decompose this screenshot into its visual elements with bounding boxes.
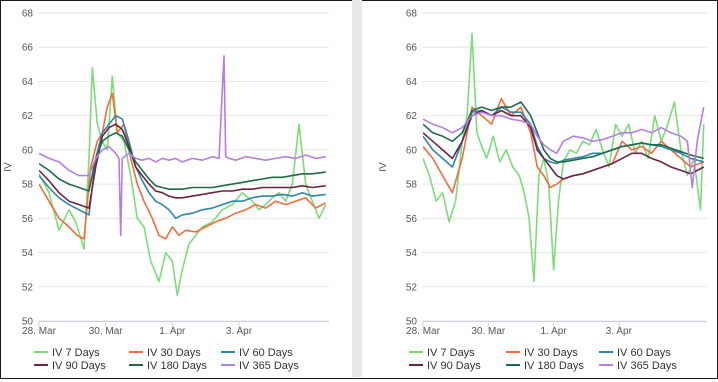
y-tick-label: 50 [406, 317, 418, 328]
x-tick-label: 30. Mar [471, 326, 506, 337]
x-tick-label: 28. Mar [22, 326, 57, 337]
y-tick-label: 58 [22, 180, 34, 191]
legend-label: IV 365 Days [239, 360, 299, 372]
legend-item[interactable]: IV 7 Days [409, 347, 475, 359]
series-line-iv-30-days[interactable] [423, 97, 704, 194]
legend-label: IV 30 Days [147, 347, 201, 359]
legend-label: IV 60 Days [239, 347, 293, 359]
legend-label: IV 7 Days [52, 347, 100, 359]
legend-item[interactable]: IV 180 Days [129, 360, 207, 372]
line-chart: 50 52 54 56 58 60 62 64 66 68 28. Mar 30. Mar 1. Apr… [3, 9, 329, 372]
legend-label: IV 30 Days [524, 347, 578, 359]
legend-item[interactable]: IV 30 Days [506, 347, 578, 359]
legend-label: IV 365 Days [617, 360, 677, 372]
y-tick-label: 64 [22, 77, 34, 88]
y-tick-label: 62 [22, 111, 34, 122]
y-tick-label: 62 [406, 111, 418, 122]
y-tick-label: 58 [406, 180, 418, 191]
y-axis-title: IV [3, 162, 14, 172]
series-line-iv-30-days[interactable] [39, 92, 327, 240]
x-tick-label: 3. Apr [226, 326, 253, 337]
y-tick-label: 64 [406, 77, 418, 88]
legend-item[interactable]: IV 60 Days [221, 347, 293, 359]
line-chart: 50 52 54 56 58 60 62 64 66 68 28. Mar 30. Mar 1. Apr… [378, 9, 707, 372]
series-line-iv-7-days[interactable] [39, 67, 327, 297]
legend-item[interactable]: IV 365 Days [221, 360, 299, 372]
legend-item[interactable]: IV 180 Days [506, 360, 584, 372]
series-line-iv-180-days[interactable] [423, 101, 704, 163]
x-tick-label: 1. Apr [541, 326, 568, 337]
series-line-iv-365-days[interactable] [423, 106, 705, 189]
y-tick-label: 66 [406, 43, 418, 54]
panel-divider [352, 0, 362, 377]
y-tick-label: 56 [406, 214, 418, 225]
y-tick-label: 52 [22, 282, 34, 293]
y-tick-label: 60 [406, 145, 418, 156]
y-tick-label: 68 [406, 9, 418, 20]
y-tick-label: 56 [22, 214, 34, 225]
x-tick-label: 28. Mar [406, 326, 441, 337]
chart-panel-right: 50 52 54 56 58 60 62 64 66 68 28. Mar 30. Mar 1. Apr… [362, 1, 716, 377]
legend-item[interactable]: IV 365 Days [599, 360, 677, 372]
legend-label: IV 90 Days [52, 360, 106, 372]
chart-panel-left: 50 52 54 56 58 60 62 64 66 68 28. Mar 30. Mar 1. Apr… [1, 1, 352, 377]
y-axis-title: IV [378, 162, 389, 172]
legend-item[interactable]: IV 90 Days [409, 360, 481, 372]
series-line-iv-365-days[interactable] [39, 55, 326, 237]
legend-item[interactable]: IV 90 Days [34, 360, 106, 372]
y-tick-label: 52 [406, 282, 418, 293]
series-line-iv-180-days[interactable] [39, 132, 326, 192]
legend-item[interactable]: IV 7 Days [34, 347, 100, 359]
y-tick-label: 50 [22, 317, 34, 328]
x-tick-label: 30. Mar [89, 326, 124, 337]
y-tick-label: 54 [22, 248, 34, 259]
legend-item[interactable]: IV 30 Days [129, 347, 201, 359]
legend-label: IV 180 Days [524, 360, 584, 372]
x-tick-label: 1. Apr [159, 326, 186, 337]
y-tick-label: 66 [22, 43, 34, 54]
y-tick-label: 68 [22, 9, 34, 20]
legend-label: IV 90 Days [427, 360, 481, 372]
y-tick-label: 60 [22, 145, 34, 156]
legend-label: IV 60 Days [617, 347, 671, 359]
legend-label: IV 7 Days [427, 347, 475, 359]
legend-label: IV 180 Days [147, 360, 207, 372]
series-line-iv-90-days[interactable] [39, 123, 326, 209]
legend-item[interactable]: IV 60 Days [599, 347, 671, 359]
series-line-iv-7-days[interactable] [423, 32, 705, 283]
y-tick-label: 54 [406, 248, 418, 259]
x-tick-label: 3. Apr [606, 326, 633, 337]
